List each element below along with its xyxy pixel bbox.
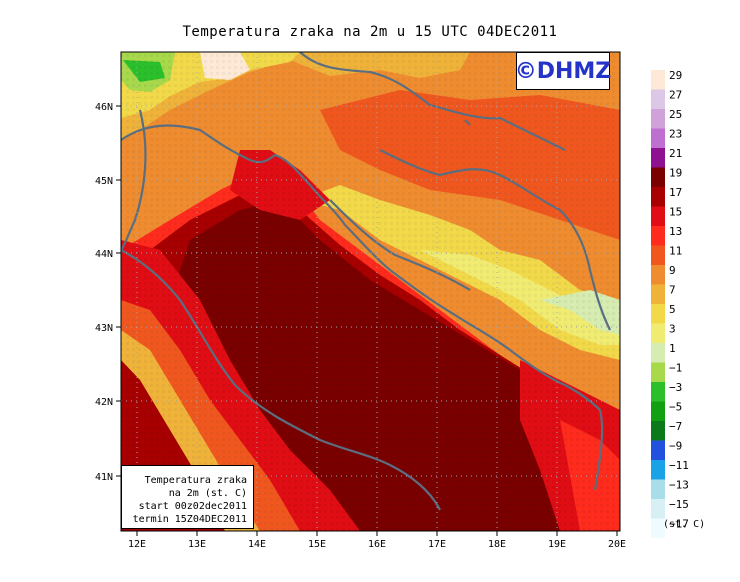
legend-swatch [651,70,665,90]
legend-label: −17 [669,518,689,531]
x-tick-label: 13E [188,539,206,550]
legend-swatch [651,206,665,226]
y-tick-label: 42N [95,397,113,408]
legend-label: 29 [669,70,682,82]
legend-label: 11 [669,245,682,258]
legend-label: −3 [669,381,682,394]
info-line-1: Temperatura zraka [144,475,247,486]
y-tick-label: 46N [95,102,113,113]
legend-label: −9 [669,440,682,453]
x-tick-label: 14E [248,539,266,550]
legend-swatch [651,479,665,499]
legend-swatch [651,245,665,265]
legend-swatch [651,148,665,168]
legend-swatch [651,167,665,187]
temperature-field [121,52,620,531]
legend-swatch [651,265,665,285]
legend-label: −5 [669,401,682,414]
info-line-3: start 00z02dec2011 [138,501,247,512]
y-tick-label: 41N [95,472,113,483]
legend-swatch [651,187,665,207]
x-tick-label: 12E [128,539,146,550]
x-tick-label: 20E [608,539,626,550]
copyright-badge: ©DHMZ [515,52,611,90]
legend-swatch [651,382,665,402]
legend-label: 23 [669,128,682,141]
legend-label: 5 [669,303,676,316]
legend-swatch [651,401,665,421]
legend-swatch [651,128,665,148]
legend-swatch [651,226,665,246]
color-legend: 29 27 25 23 21 19 17 15 13 11 9 7 5 3 1 −1 −3 −5 −7 −9 −11 −1… [651,70,689,538]
legend-swatch [651,499,665,519]
legend-label: 1 [669,342,676,355]
legend-label: −7 [669,420,682,433]
x-tick-label: 19E [548,539,566,550]
info-line-2: na 2m (st. C) [168,488,247,499]
legend-label: 25 [669,108,682,121]
legend-unit: (st. C) [663,519,706,530]
y-tick-label: 43N [95,323,113,334]
legend-label: 17 [669,186,682,199]
y-tick-label: 45N [95,176,113,187]
x-tick-label: 16E [368,539,386,550]
legend-label: 7 [669,284,676,297]
legend-label: 13 [669,225,682,238]
info-box: Temperatura zraka na 2m (st. C) start 00… [121,465,254,529]
y-tick-label: 44N [95,249,113,260]
x-tick-label: 17E [428,539,446,550]
plot-frame [120,51,621,532]
map-title: Temperatura zraka na 2m u 15 UTC 04DEC20… [182,24,558,40]
legend-label: −1 [669,362,682,375]
y-axis: 46N 45N 44N 43N 42N 41N [95,102,121,483]
legend-label: 27 [669,89,682,102]
legend-swatch [651,89,665,109]
info-line-4: termin 15Z04DEC2011 [132,514,247,525]
legend-swatch [651,460,665,480]
legend-swatch [651,440,665,460]
legend-swatch [651,518,665,538]
legend-swatch [651,284,665,304]
legend-label: 9 [669,264,676,277]
legend-label: 19 [669,167,682,180]
legend-label: 15 [669,206,682,219]
x-axis: 12E 13E 14E 15E 16E 17E 18E 19E 20E [128,531,626,550]
x-tick-label: 18E [488,539,506,550]
coastline-borders [121,52,611,511]
legend-swatch [651,304,665,324]
legend-label: 3 [669,323,676,336]
legend-swatch [651,323,665,343]
legend-swatch [651,362,665,382]
legend-swatch [651,421,665,441]
graticule [121,52,620,531]
legend-label: −13 [669,479,689,492]
legend-swatch [651,343,665,363]
x-tick-label: 15E [308,539,326,550]
legend-label: −11 [669,459,689,472]
legend-label: 21 [669,147,682,160]
legend-label: −15 [669,498,689,511]
legend-swatch [651,109,665,129]
